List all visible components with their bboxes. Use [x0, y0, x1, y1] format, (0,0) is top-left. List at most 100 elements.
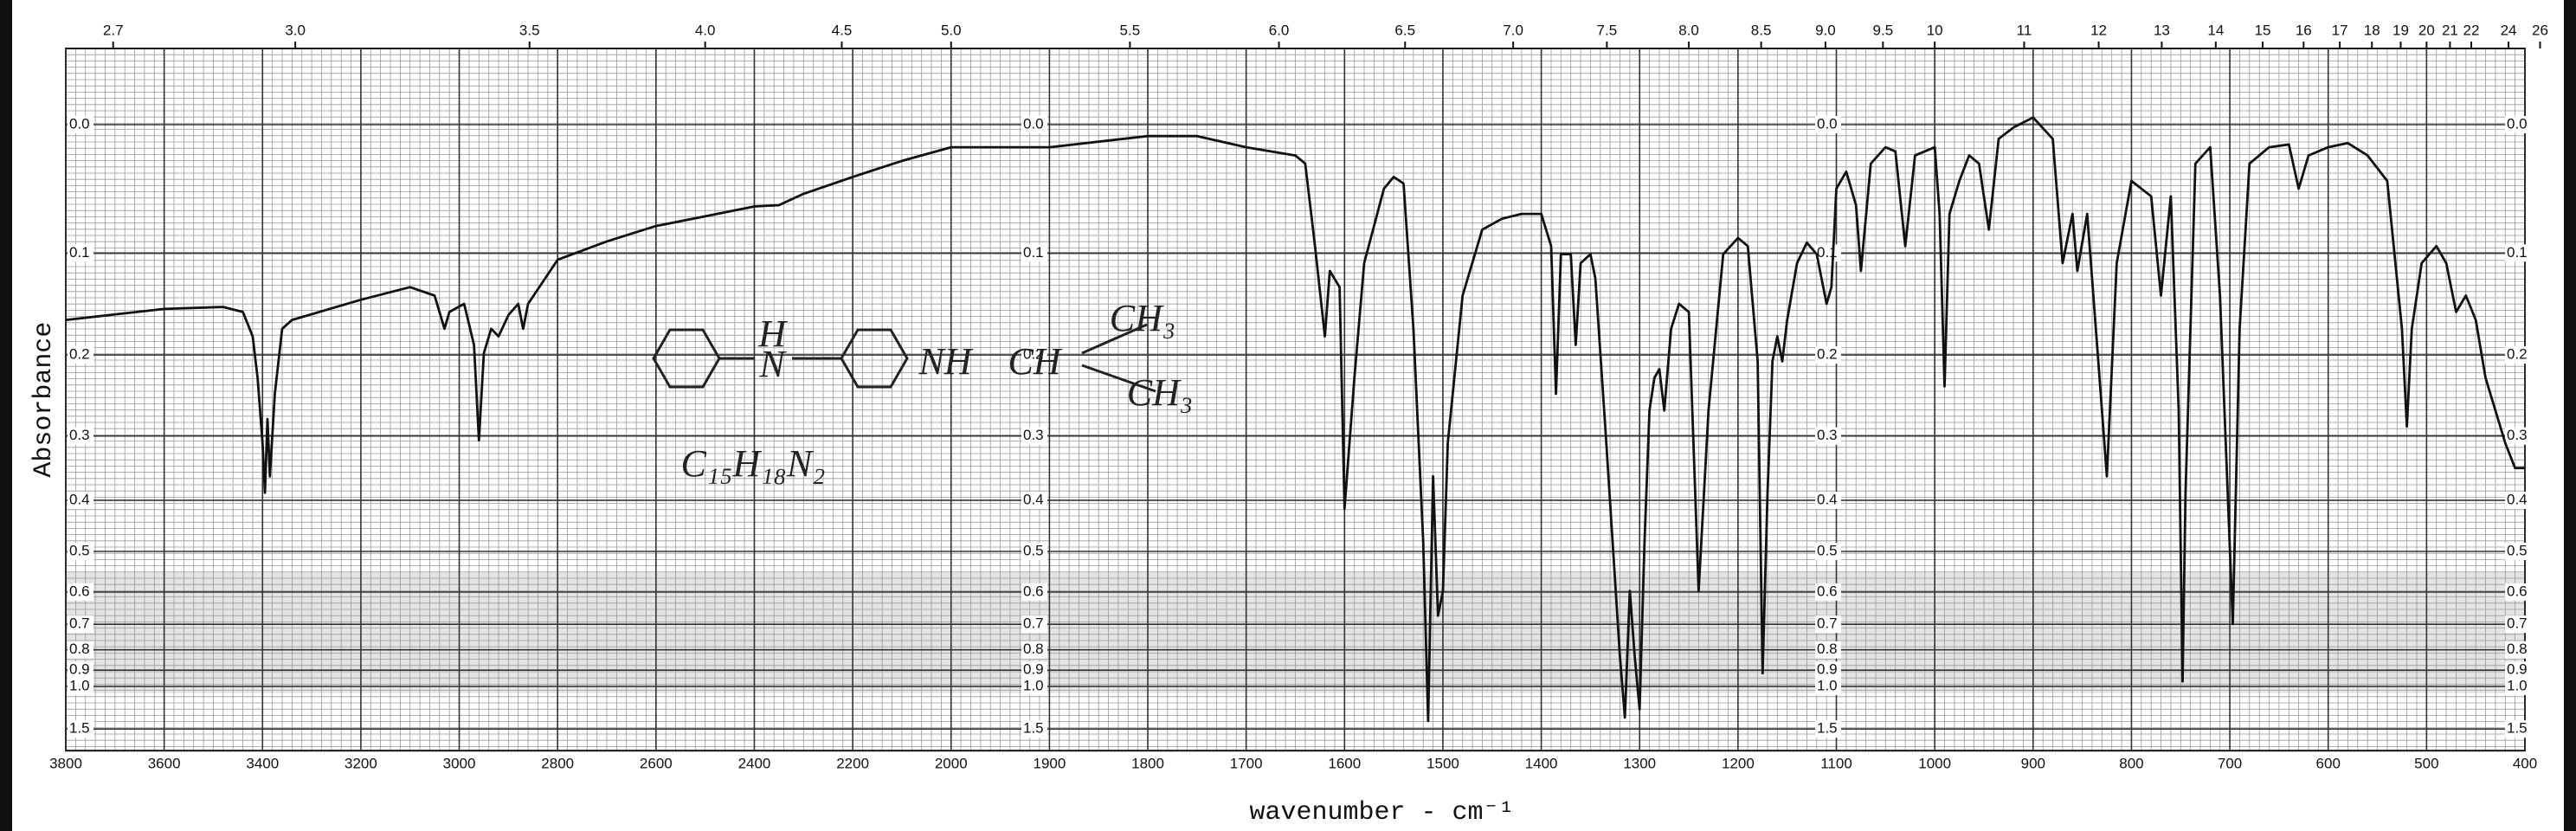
y-tick-label-bg: [2505, 661, 2531, 680]
annotation: NH: [918, 340, 973, 383]
y-tick-label: 1.5: [2507, 720, 2528, 737]
x2-tick-label: 5.0: [941, 23, 962, 39]
y-tick-label-bg: [2505, 491, 2531, 509]
x2-tick-label: 15: [2254, 23, 2270, 39]
x2-tick-label: 21: [2442, 23, 2458, 39]
y-tick-label: 1.0: [2507, 677, 2528, 693]
x-tick-label: 1700: [1230, 756, 1263, 772]
x-tick-label: 1300: [1623, 756, 1656, 772]
x-tick-label: 2200: [836, 756, 869, 772]
x-tick-label: 2400: [738, 756, 771, 772]
x2-tick-label: 11: [2017, 23, 2032, 39]
spectrum-line: [65, 116, 2525, 723]
y-tick-label-bg: [2505, 427, 2531, 445]
annotation: H: [757, 312, 788, 355]
y-tick-label-bg: [2505, 542, 2531, 560]
y-tick-label: 0.6: [2507, 583, 2528, 599]
x-tick-label: 500: [2414, 756, 2438, 772]
y-tick-label-bg: [1815, 491, 1841, 509]
y-tick-label-bg: [2505, 641, 2531, 659]
y-tick-label: 0.5: [1817, 542, 1838, 558]
y-tick-label: 0.8: [1817, 641, 1838, 657]
y-tick-label-bg: [2505, 346, 2531, 364]
x-tick-label: 1400: [1525, 756, 1558, 772]
y-tick-label: 1.5: [1817, 720, 1838, 737]
x2-tick-label: 8.5: [1751, 23, 1772, 39]
x2-tick-label: 26: [2532, 23, 2548, 39]
y-tick-label-bg: [2505, 720, 2531, 738]
y-tick-label-bg: [68, 346, 93, 364]
y-tick-label-bg: [1815, 661, 1841, 680]
y-tick-label: 0.5: [69, 542, 90, 558]
x-axis-label: wavenumber - cm⁻¹: [1249, 798, 1514, 828]
y-tick-label-bg: [68, 615, 93, 634]
y-tick-label-bg: [68, 677, 93, 695]
y-tick-label: 0.7: [2507, 615, 2528, 632]
x2-tick-label: 17: [2332, 23, 2348, 39]
y-tick-label: 0.9: [1023, 661, 1044, 678]
y-tick-label: 0.3: [69, 427, 90, 443]
x-tick-label: 3400: [246, 756, 279, 772]
y-tick-label: 0.6: [69, 583, 90, 599]
x2-tick-label: 16: [2296, 23, 2312, 39]
y-tick-label: 0.4: [69, 491, 90, 507]
x-tick-label: 800: [2119, 756, 2143, 772]
bond: [1081, 364, 1156, 393]
y-tick-label: 0.2: [69, 346, 90, 363]
x-tick-label: 3200: [345, 756, 377, 772]
x-tick-label: 3600: [148, 756, 181, 772]
y-tick-label: 0.6: [1023, 583, 1044, 599]
y-tick-label-bg: [68, 641, 93, 659]
y-tick-label: 0.7: [69, 615, 90, 632]
y-tick-label-bg: [68, 427, 93, 445]
x2-tick-label: 8.0: [1678, 23, 1699, 39]
y-tick-label-bg: [68, 491, 93, 509]
x-tick-label: 900: [2021, 756, 2045, 772]
y-tick-label-bg: [1815, 346, 1841, 364]
x2-tick-label: 7.0: [1503, 23, 1523, 39]
y-tick-label: 0.4: [2507, 491, 2528, 507]
y-tick-label: 0.7: [1817, 615, 1838, 632]
x2-tick-label: 3.0: [285, 23, 306, 39]
y-tick-label: 0.2: [1023, 346, 1044, 363]
x2-tick-label: 13: [2154, 23, 2170, 39]
x2-tick-label: 18: [2364, 23, 2380, 39]
y-tick-label-bg: [1815, 641, 1841, 659]
y-tick-label: 0.8: [2507, 641, 2528, 657]
x-tick-label: 1900: [1033, 756, 1066, 772]
annotation: CH₃: [1127, 371, 1193, 414]
y-tick-label: 0.3: [2507, 427, 2528, 443]
x-tick-label: 1800: [1131, 756, 1164, 772]
x2-tick-label: 24: [2501, 23, 2517, 39]
x2-tick-label: 9.5: [1873, 23, 1894, 39]
y-tick-label-bg: [1021, 346, 1047, 364]
y-tick-label-bg: [1021, 427, 1047, 445]
y-tick-label-bg: [68, 116, 93, 133]
y-tick-label-bg: [68, 244, 93, 262]
x-tick-label: 1600: [1328, 756, 1361, 772]
annotation: N: [758, 343, 787, 385]
x-tick-label: 1200: [1722, 756, 1755, 772]
x2-tick-label: 9.0: [1815, 23, 1836, 39]
grid: [65, 48, 2526, 752]
y-tick-label-bg: [68, 542, 93, 560]
y-tick-label: 0.3: [1817, 427, 1838, 443]
y-tick-label-bg: [1815, 116, 1841, 133]
x-tick-label: 400: [2513, 756, 2537, 772]
y-tick-label: 0.9: [2507, 661, 2528, 678]
x-tick-label: 1100: [1820, 756, 1852, 772]
x2-tick-label: 6.0: [1269, 23, 1290, 39]
y-tick-label-bg: [1815, 542, 1841, 560]
x-tick-label: 2800: [541, 756, 574, 772]
y-tick-label-bg: [1021, 542, 1047, 560]
y-tick-label-bg: [1021, 641, 1047, 659]
y-tick-label: 0.1: [2507, 244, 2528, 261]
x2-tick-label: 20: [2418, 23, 2435, 39]
x-tick-label: 600: [2316, 756, 2341, 772]
y-tick-label: 0.9: [69, 661, 90, 678]
y-tick-label: 0.6: [1817, 583, 1838, 599]
y-tick-label: 0.1: [69, 244, 90, 261]
y-tick-label: 0.0: [1817, 115, 1838, 132]
